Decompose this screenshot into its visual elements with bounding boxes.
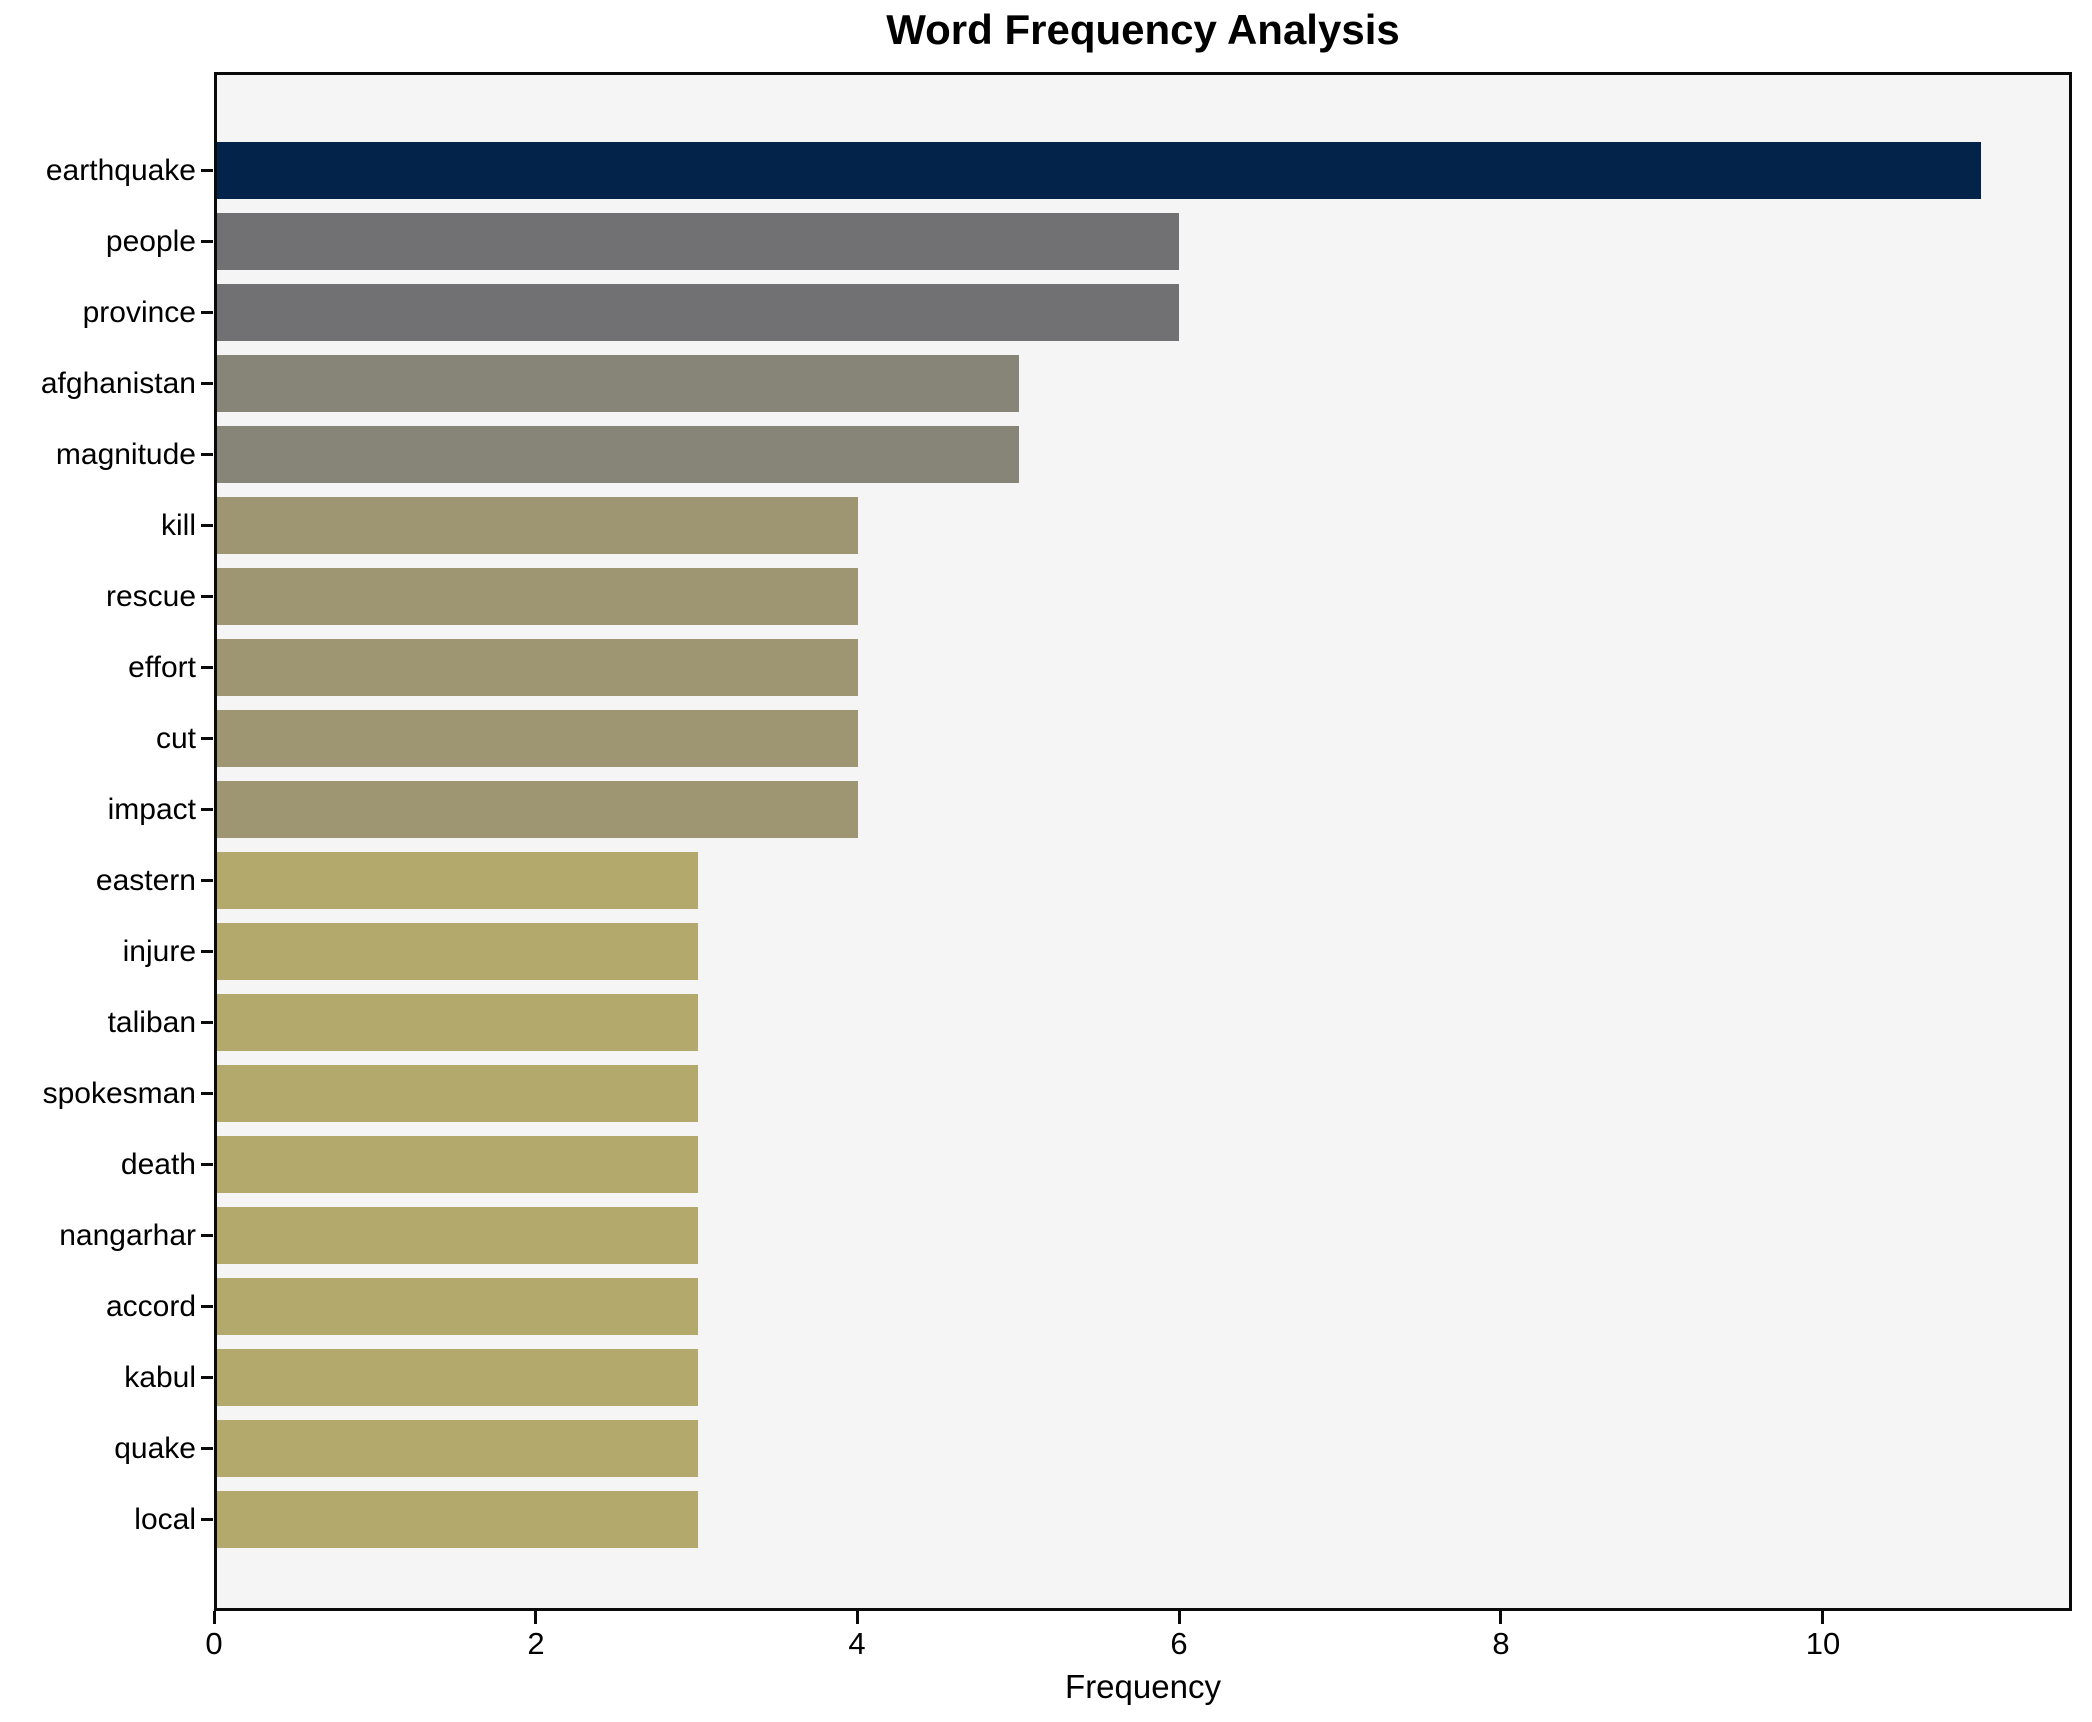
x-tick-label-2: 2 xyxy=(527,1626,545,1661)
y-tick xyxy=(201,169,213,172)
bar-taliban xyxy=(217,994,698,1051)
y-tick-label-taliban: taliban xyxy=(107,1006,196,1039)
bar-people xyxy=(217,213,1179,270)
y-tick xyxy=(201,1092,213,1095)
plot-area xyxy=(214,72,2072,1611)
bar-kill xyxy=(217,497,858,554)
x-tick xyxy=(1178,1611,1181,1624)
bar-quake xyxy=(217,1420,698,1477)
y-tick-label-earthquake: earthquake xyxy=(45,154,196,187)
x-tick xyxy=(856,1611,859,1624)
bar-effort xyxy=(217,639,858,696)
bar-province xyxy=(217,284,1179,341)
y-tick xyxy=(201,1447,213,1450)
y-tick-label-effort: effort xyxy=(128,651,196,684)
bar-eastern xyxy=(217,852,698,909)
bar-magnitude xyxy=(217,426,1019,483)
bar-injure xyxy=(217,923,698,980)
x-tick-label-4: 4 xyxy=(848,1626,866,1661)
bar-kabul xyxy=(217,1349,698,1406)
y-tick xyxy=(201,524,213,527)
x-tick xyxy=(213,1611,216,1624)
y-tick xyxy=(201,382,213,385)
y-tick-label-afghanistan: afghanistan xyxy=(40,367,196,400)
y-tick xyxy=(201,1163,213,1166)
y-tick-label-accord: accord xyxy=(105,1290,196,1323)
bar-afghanistan xyxy=(217,355,1019,412)
y-tick-label-injure: injure xyxy=(122,935,196,968)
y-tick xyxy=(201,1518,213,1521)
y-tick xyxy=(201,1305,213,1308)
x-tick xyxy=(1821,1611,1824,1624)
bar-death xyxy=(217,1136,698,1193)
bar-local xyxy=(217,1491,698,1548)
y-tick-label-quake: quake xyxy=(114,1432,196,1465)
x-tick-label-6: 6 xyxy=(1170,1626,1188,1661)
y-tick-label-spokesman: spokesman xyxy=(42,1077,196,1110)
bar-impact xyxy=(217,781,858,838)
y-tick xyxy=(201,737,213,740)
x-axis-title: Frequency xyxy=(1065,1668,1221,1705)
y-tick xyxy=(201,1376,213,1379)
y-tick xyxy=(201,311,213,314)
y-tick xyxy=(201,595,213,598)
y-tick xyxy=(201,666,213,669)
bar-nangarhar xyxy=(217,1207,698,1264)
y-tick-label-cut: cut xyxy=(155,722,196,755)
bar-cut xyxy=(217,710,858,767)
y-tick-label-province: province xyxy=(82,296,196,329)
x-tick xyxy=(534,1611,537,1624)
bar-spokesman xyxy=(217,1065,698,1122)
y-tick xyxy=(201,879,213,882)
y-tick-label-eastern: eastern xyxy=(95,864,196,897)
bar-accord xyxy=(217,1278,698,1335)
y-tick xyxy=(201,808,213,811)
y-tick xyxy=(201,240,213,243)
y-tick-label-death: death xyxy=(120,1148,196,1181)
x-tick-label-8: 8 xyxy=(1492,1626,1510,1661)
bar-earthquake xyxy=(217,142,1981,199)
x-tick xyxy=(1499,1611,1502,1624)
y-tick-label-impact: impact xyxy=(107,793,196,826)
y-tick-label-kabul: kabul xyxy=(124,1361,196,1394)
y-tick-label-local: local xyxy=(134,1503,196,1536)
x-tick-label-0: 0 xyxy=(205,1626,223,1661)
y-tick-label-kill: kill xyxy=(161,509,196,542)
y-tick xyxy=(201,1021,213,1024)
y-tick-label-magnitude: magnitude xyxy=(55,438,196,471)
y-tick-label-people: people xyxy=(105,225,196,258)
y-tick-label-nangarhar: nangarhar xyxy=(59,1219,196,1252)
y-tick xyxy=(201,950,213,953)
chart-title: Word Frequency Analysis xyxy=(886,6,1400,53)
y-tick xyxy=(201,453,213,456)
bar-rescue xyxy=(217,568,858,625)
y-tick-label-rescue: rescue xyxy=(105,580,196,613)
x-tick-label-10: 10 xyxy=(1805,1626,1841,1661)
y-tick xyxy=(201,1234,213,1237)
